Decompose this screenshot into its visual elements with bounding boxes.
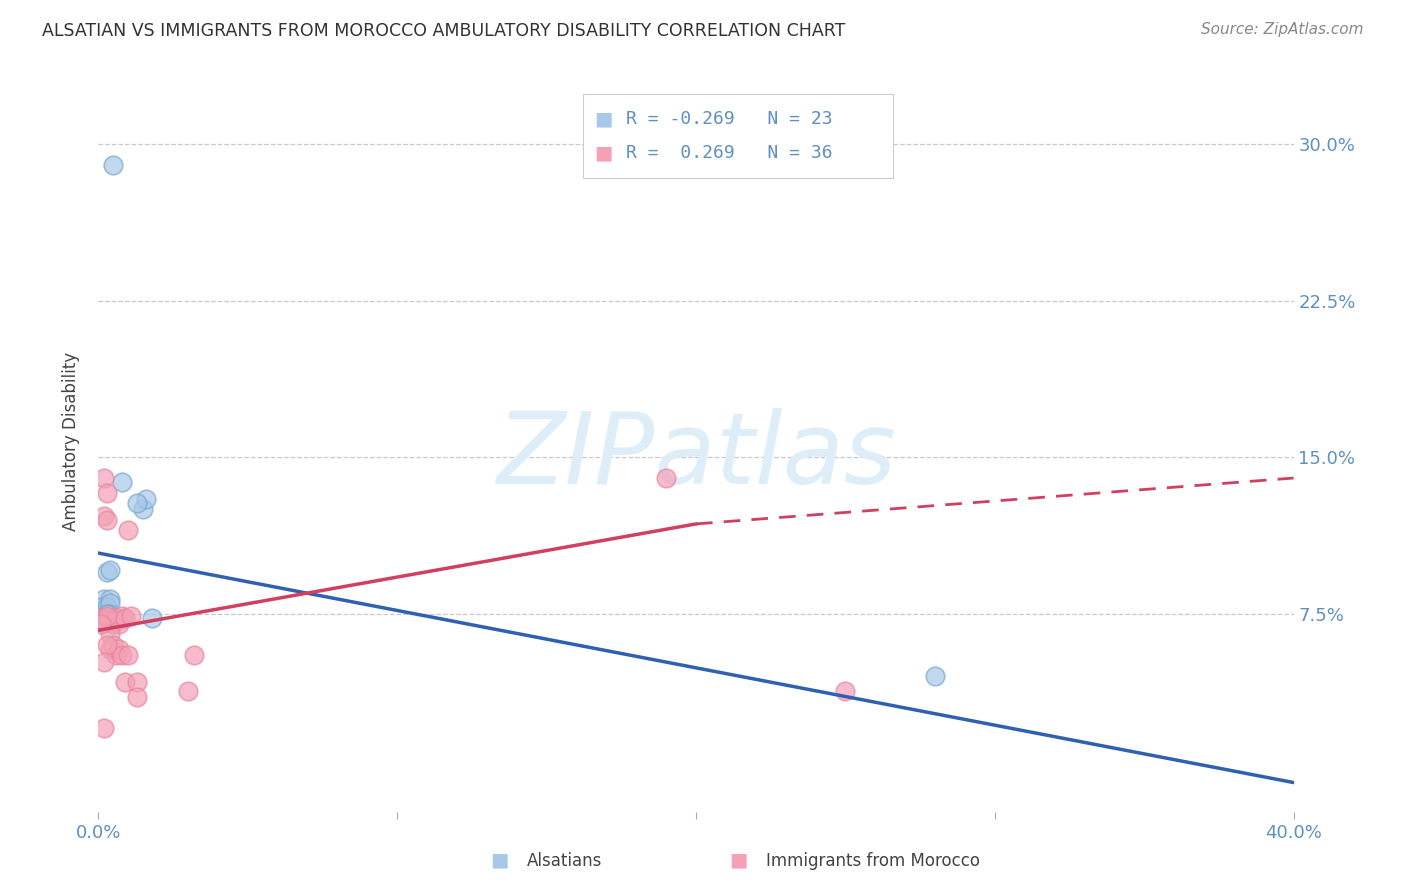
Point — [135, 491, 157, 506]
Point — [93, 592, 115, 607]
Point — [90, 611, 112, 625]
Point — [117, 523, 139, 537]
Point — [141, 611, 163, 625]
Point — [96, 600, 118, 615]
Point — [108, 642, 131, 657]
Point — [98, 592, 122, 607]
Y-axis label: Ambulatory Disability: Ambulatory Disability — [62, 352, 80, 531]
Point — [177, 683, 200, 698]
Text: Source: ZipAtlas.com: Source: ZipAtlas.com — [1201, 22, 1364, 37]
Point — [108, 617, 131, 632]
Text: ■: ■ — [489, 851, 509, 870]
Point — [117, 648, 139, 663]
Point — [96, 485, 118, 500]
Text: ZIPatlas: ZIPatlas — [496, 408, 896, 505]
Point — [90, 615, 112, 629]
Point — [111, 475, 134, 490]
Point — [98, 607, 122, 621]
Point — [93, 613, 115, 627]
Point — [183, 648, 205, 663]
Point — [96, 513, 118, 527]
Text: R =  0.269   N = 36: R = 0.269 N = 36 — [626, 144, 832, 161]
Point — [655, 471, 678, 485]
Text: ALSATIAN VS IMMIGRANTS FROM MOROCCO AMBULATORY DISABILITY CORRELATION CHART: ALSATIAN VS IMMIGRANTS FROM MOROCCO AMBU… — [42, 22, 845, 40]
Point — [96, 611, 118, 625]
Point — [96, 607, 118, 621]
Text: ■: ■ — [728, 851, 748, 870]
Point — [127, 496, 149, 510]
Point — [96, 607, 118, 621]
Point — [114, 675, 136, 690]
Point — [105, 648, 128, 663]
Point — [90, 607, 112, 621]
Point — [114, 611, 136, 625]
Point — [93, 613, 115, 627]
Point — [93, 721, 115, 735]
Text: ■: ■ — [595, 110, 613, 128]
Point — [98, 611, 122, 625]
Point — [93, 611, 115, 625]
Text: ■: ■ — [595, 144, 613, 162]
Text: R = -0.269   N = 23: R = -0.269 N = 23 — [626, 110, 832, 128]
Point — [103, 158, 125, 172]
Point — [103, 617, 125, 632]
Point — [98, 596, 122, 610]
Point — [924, 669, 946, 683]
Point — [127, 690, 149, 704]
Point — [96, 608, 118, 623]
Text: Immigrants from Morocco: Immigrants from Morocco — [766, 852, 980, 870]
Point — [103, 638, 125, 652]
Point — [132, 502, 155, 516]
Point — [103, 613, 125, 627]
Point — [120, 608, 142, 623]
Point — [98, 642, 122, 657]
Point — [93, 655, 115, 669]
Point — [96, 565, 118, 579]
Point — [93, 471, 115, 485]
Point — [103, 615, 125, 629]
Point — [90, 617, 112, 632]
Text: Alsatians: Alsatians — [527, 852, 603, 870]
Point — [127, 675, 149, 690]
Point — [105, 613, 128, 627]
Point — [90, 600, 112, 615]
Point — [96, 638, 118, 652]
Point — [93, 508, 115, 523]
Point — [105, 611, 128, 625]
Point — [98, 627, 122, 641]
Point — [96, 607, 118, 621]
Point — [834, 683, 856, 698]
Point — [111, 608, 134, 623]
Point — [111, 648, 134, 663]
Point — [98, 563, 122, 577]
